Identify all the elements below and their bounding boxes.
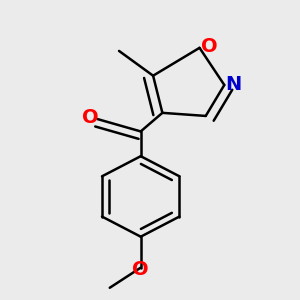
Text: O: O — [200, 37, 217, 56]
Text: O: O — [82, 108, 99, 127]
Text: N: N — [226, 75, 242, 94]
Text: O: O — [132, 260, 149, 279]
